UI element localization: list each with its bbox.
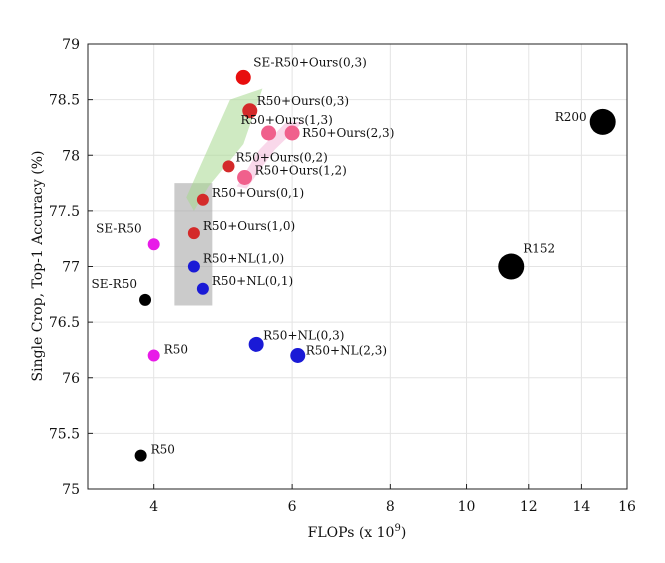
point-r50 xyxy=(147,349,160,362)
label-r50-ours-1-2-: R50+Ours(1,2) xyxy=(255,164,347,178)
y-tick-label: 75.5 xyxy=(49,426,80,442)
grid-lines xyxy=(88,43,628,490)
highlight-region-pink xyxy=(236,121,304,189)
y-axis-label: Single Crop, Top-1 Accuracy (%) xyxy=(30,151,46,382)
point-r152 xyxy=(498,253,525,280)
x-tick-label: 14 xyxy=(572,499,590,515)
y-tick-label: 76 xyxy=(62,371,80,387)
y-tick-label: 75 xyxy=(62,482,80,498)
label-se-r50-ours-0-3-: SE-R50+Ours(0,3) xyxy=(253,55,367,69)
x-tick-label: 10 xyxy=(458,499,476,515)
label-r50-ours-1-0-: R50+Ours(1,0) xyxy=(203,219,295,233)
point-r50-ours-1-2- xyxy=(237,170,253,185)
data-points xyxy=(134,69,616,462)
y-tick-label: 78 xyxy=(62,148,80,164)
point-r50-ours-0-3- xyxy=(242,103,258,119)
highlight-region-gray xyxy=(174,183,213,306)
x-tick-label: 16 xyxy=(618,499,636,515)
x-tick-label: 6 xyxy=(288,499,297,515)
label-se-r50: SE-R50 xyxy=(91,277,137,291)
point-r200 xyxy=(589,108,616,135)
label-se-r50: SE-R50 xyxy=(96,221,142,235)
label-r50-ours-0-2-: R50+Ours(0,2) xyxy=(235,150,327,164)
point-r50-ours-2-3- xyxy=(284,125,300,141)
point-r50-nl-0-1- xyxy=(196,282,209,295)
point-se-r50 xyxy=(139,293,152,306)
label-r200: R200 xyxy=(555,110,587,124)
label-r50: R50 xyxy=(164,343,188,357)
label-r50-ours-0-1-: R50+Ours(0,1) xyxy=(212,186,304,200)
point-r50-ours-0-2- xyxy=(222,160,235,173)
label-r50-nl-2-3-: R50+NL(2,3) xyxy=(306,344,387,358)
label-r152: R152 xyxy=(523,242,555,256)
highlight-region-green xyxy=(186,88,263,211)
x-axis-label: FLOPs (x 109) xyxy=(308,523,407,541)
point-se-r50 xyxy=(147,238,160,251)
point-r50-nl-2-3- xyxy=(290,348,306,363)
y-tick-label: 77.5 xyxy=(49,204,80,220)
point-r50-ours-1-0- xyxy=(187,227,200,240)
point-r50-ours-0-1- xyxy=(196,193,209,206)
label-r50-ours-2-3-: R50+Ours(2,3) xyxy=(302,126,394,140)
label-r50-ours-1-3-: R50+Ours(1,3) xyxy=(241,113,333,127)
label-r50-ours-0-3-: R50+Ours(0,3) xyxy=(257,94,349,108)
point-se-r50-ours-0-3- xyxy=(235,69,251,85)
x-tick-label: 4 xyxy=(149,499,158,515)
axis-ticks: 75 75.5 76 76.5 77 77.5 78 78.5 79 4 6 8 10 12 14 16 xyxy=(49,37,636,515)
data-labels: R50 SE-R50 R50 SE-R50 R50+NL(1,0) R50+NL(0,1)… xyxy=(91,55,586,456)
highlight-regions xyxy=(174,88,304,306)
label-r50: R50 xyxy=(151,443,175,457)
x-tick-label: 12 xyxy=(520,499,538,515)
label-r50-nl-1-0-: R50+NL(1,0) xyxy=(203,252,284,266)
y-tick-label: 79 xyxy=(62,37,80,53)
y-tick-label: 78.5 xyxy=(49,93,80,109)
point-r50 xyxy=(134,449,147,462)
point-r50-nl-1-0- xyxy=(187,260,200,273)
label-r50-nl-0-1-: R50+NL(0,1) xyxy=(212,274,293,288)
y-tick-label: 77 xyxy=(62,260,80,276)
y-tick-label: 76.5 xyxy=(49,315,80,331)
label-r50-nl-0-3-: R50+NL(0,3) xyxy=(263,328,344,342)
point-r50-nl-0-3- xyxy=(248,336,264,352)
x-tick-label: 8 xyxy=(386,499,395,515)
point-r50-ours-1-3- xyxy=(261,125,277,141)
